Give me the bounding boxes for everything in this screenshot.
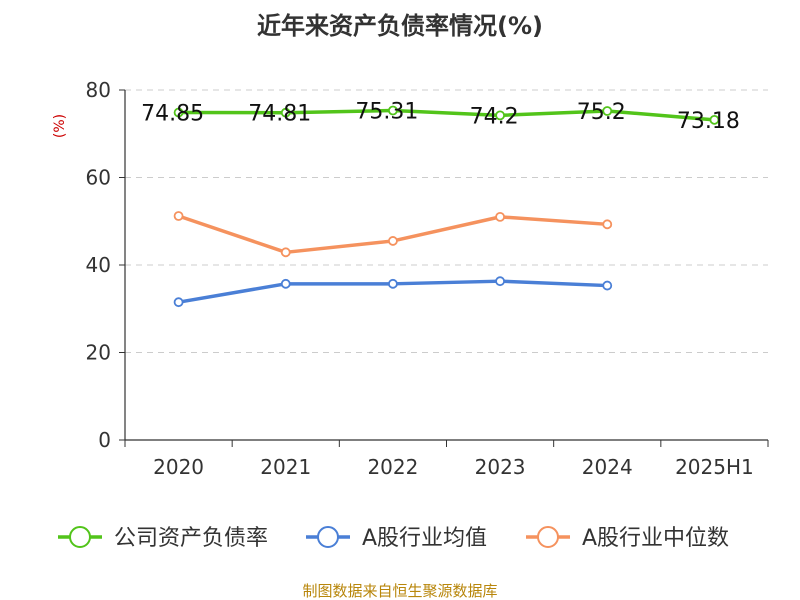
legend-label: A股行业均值	[362, 526, 487, 551]
x-tick-label: 2020	[153, 455, 204, 479]
y-tick-label: 80	[86, 78, 111, 102]
data-point	[388, 236, 398, 246]
data-label: 74.81	[248, 102, 311, 127]
y-tick-label: 20	[86, 341, 111, 365]
data-point	[280, 247, 291, 258]
series-line	[178, 214, 608, 255]
x-tick-label: 2021	[260, 455, 311, 479]
data-label: 75.31	[355, 100, 418, 125]
series-line	[178, 108, 715, 122]
x-tick-label: 2025H1	[675, 455, 754, 479]
y-tick-label: 0	[98, 428, 111, 452]
data-label: 74.85	[141, 102, 204, 127]
legend-label: A股行业中位数	[582, 526, 729, 551]
data-point	[495, 110, 505, 121]
data-labels: 74.85 74.81 75.31 74.2 75.2 73.18	[141, 100, 740, 134]
data-label: 74.2	[470, 104, 519, 129]
chart-title: 近年来资产负债率情况(%)	[257, 12, 543, 40]
data-label: 75.2	[577, 100, 626, 125]
data-point	[709, 114, 720, 125]
data-point	[280, 107, 291, 118]
legend-label: 公司资产负债率	[114, 526, 268, 551]
legend-marker	[537, 526, 559, 548]
y-tick-label: 60	[86, 166, 111, 190]
legend-marker	[317, 526, 339, 548]
data-point	[602, 106, 613, 116]
axes: 0 20 40 60 80 2020 2021 2022 2023 2024 2025H1	[86, 78, 769, 479]
legend-marker	[69, 526, 91, 548]
y-tick-label: 40	[86, 253, 111, 277]
y-axis-label: (%)	[52, 114, 68, 138]
data-point	[602, 219, 613, 230]
data-point	[173, 211, 184, 221]
x-tick-label: 2024	[582, 455, 633, 479]
x-tick-label: 2023	[475, 455, 526, 479]
x-tick-label: 2022	[367, 455, 418, 479]
data-label: 73.18	[677, 109, 740, 134]
series-group	[173, 105, 720, 308]
data-point	[280, 278, 291, 289]
gridlines	[125, 89, 768, 353]
data-point	[388, 105, 398, 116]
data-point	[173, 297, 184, 308]
source-note: 制图数据来自恒生聚源数据库	[302, 582, 497, 600]
data-point	[602, 280, 613, 291]
legend: 公司资产负债率 A股行业均值 A股行业中位数	[58, 526, 729, 551]
data-point	[388, 278, 398, 289]
data-point	[495, 276, 505, 287]
data-point	[495, 211, 505, 222]
data-point	[173, 107, 184, 118]
